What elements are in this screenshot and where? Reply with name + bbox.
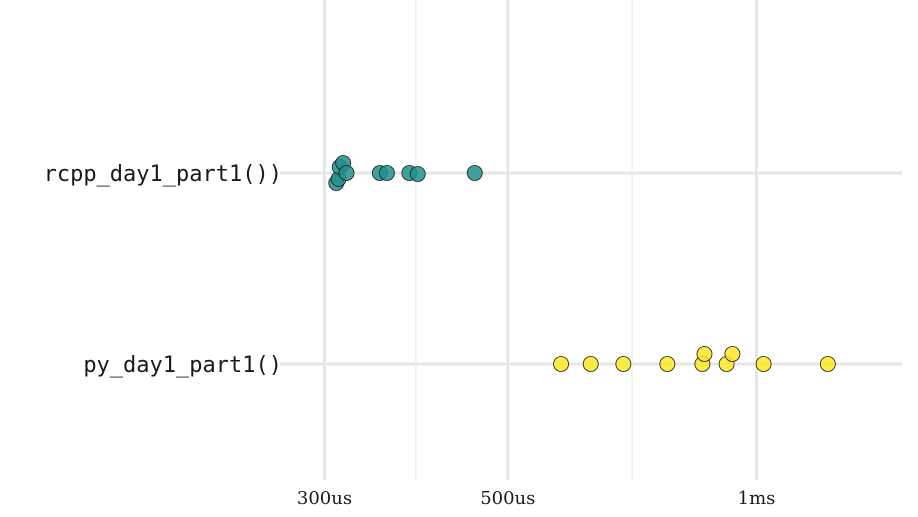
data-points bbox=[328, 155, 836, 372]
x-axis-tick-labels: 300us 500us 1ms bbox=[297, 488, 775, 509]
category-label: rcpp_day1_part1()) bbox=[44, 162, 282, 187]
category-label: py_day1_part1() bbox=[83, 353, 282, 378]
data-point bbox=[379, 165, 395, 181]
data-point bbox=[724, 346, 741, 362]
data-point bbox=[409, 166, 426, 182]
x-tick-label: 300us bbox=[297, 488, 352, 509]
data-point bbox=[696, 346, 713, 362]
data-point bbox=[582, 356, 599, 372]
data-point bbox=[338, 165, 355, 181]
data-point bbox=[819, 356, 836, 372]
data-point bbox=[553, 356, 569, 372]
category-labels: rcpp_day1_part1()) py_day1_part1() bbox=[44, 162, 282, 378]
data-point bbox=[659, 356, 676, 372]
x-tick-label: 1ms bbox=[738, 488, 776, 509]
data-point bbox=[466, 165, 483, 181]
data-point bbox=[615, 356, 632, 372]
gridlines bbox=[280, 0, 902, 480]
x-tick-label: 500us bbox=[480, 488, 535, 509]
data-point bbox=[755, 356, 772, 372]
